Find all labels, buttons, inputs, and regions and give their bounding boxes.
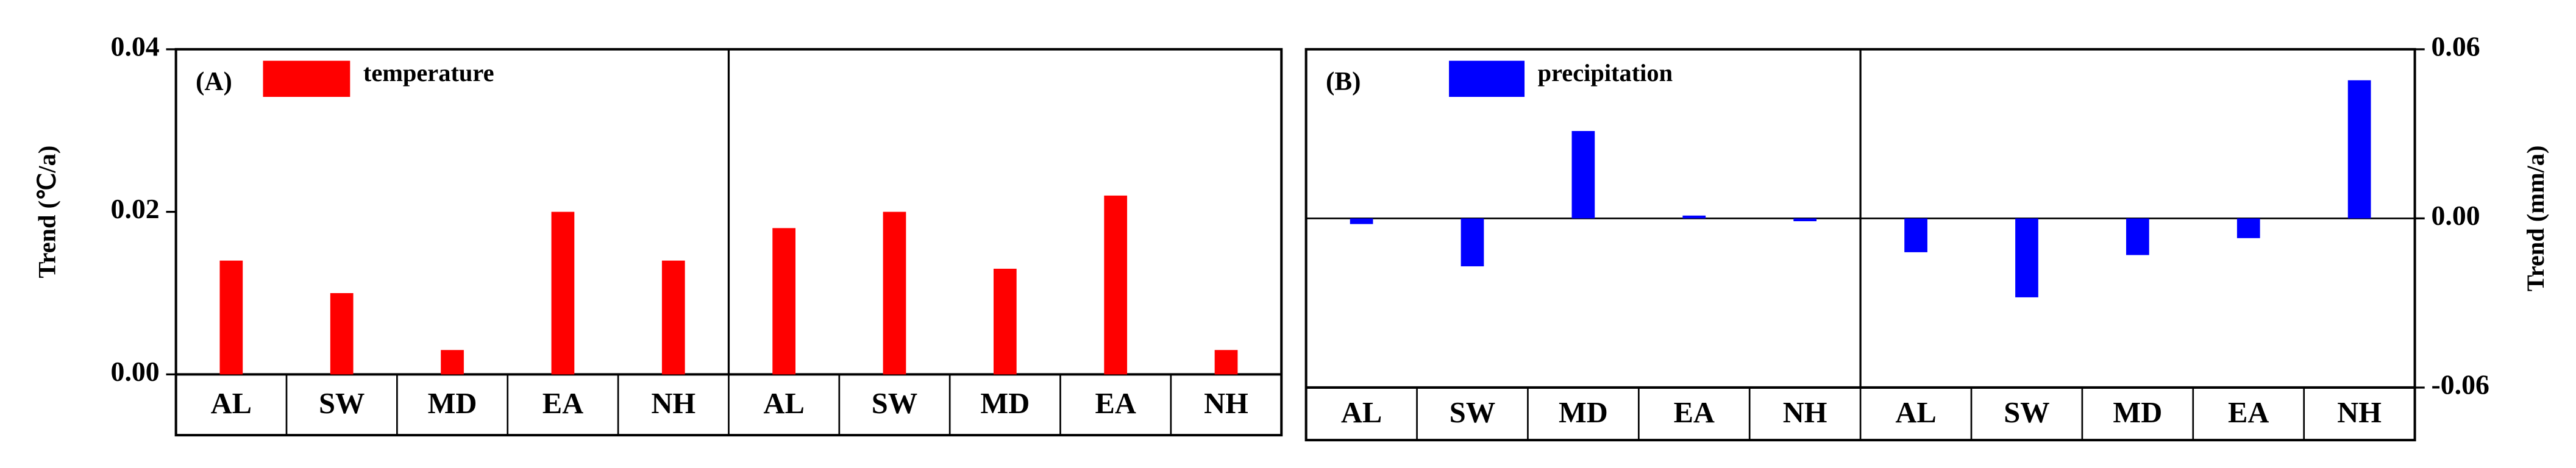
legend-label: precipitation: [1538, 59, 1673, 87]
bar: [2015, 218, 2038, 297]
x-tick-label: AL: [763, 388, 804, 420]
y-tick-label: 0.06: [2432, 30, 2480, 62]
x-tick-label: AL: [1341, 397, 1382, 429]
x-tick-label: EA: [543, 388, 583, 420]
y-tick-label: 0.02: [111, 193, 160, 224]
x-tick-label: NH: [651, 388, 696, 420]
x-tick-label: NH: [2337, 397, 2382, 429]
legend-label: temperature: [363, 59, 494, 87]
x-tick-label: AL: [211, 388, 252, 420]
bar: [2347, 80, 2371, 219]
bar: [1214, 350, 1238, 375]
bar: [330, 293, 354, 375]
legend-swatch: [1449, 60, 1525, 97]
x-tick-label: SW: [872, 388, 917, 420]
x-tick-label: NH: [1204, 388, 1248, 420]
x-tick-label: EA: [1674, 397, 1715, 429]
bar: [1461, 218, 1484, 267]
y-tick-label: 0.00: [2432, 200, 2480, 231]
bar: [1682, 215, 1706, 219]
x-tick-label: MD: [980, 388, 1030, 420]
bar: [1350, 218, 1373, 224]
x-tick-label: SW: [1450, 397, 1495, 429]
x-tick-label: MD: [428, 388, 477, 420]
x-tick-label: SW: [319, 388, 365, 420]
y-tick-label: 0.00: [111, 356, 160, 387]
x-tick-label: NH: [1783, 397, 1827, 429]
panel-label: (A): [196, 67, 232, 96]
bar: [883, 211, 906, 375]
bar: [2236, 218, 2260, 238]
x-tick-label: AL: [1895, 397, 1936, 429]
bar: [1571, 130, 1595, 219]
x-tick-label: MD: [1559, 397, 1608, 429]
x-tick-label: SW: [2004, 397, 2049, 429]
bar: [993, 268, 1017, 375]
y-tick-label: -0.06: [2432, 369, 2489, 400]
bar: [661, 260, 685, 375]
legend-swatch: [263, 60, 350, 97]
bar: [1793, 218, 1817, 222]
bar: [772, 228, 795, 375]
bar: [551, 211, 575, 375]
y-axis-label: Trend (℃/a): [33, 146, 60, 278]
bar: [219, 260, 243, 375]
x-tick-label: EA: [2228, 397, 2269, 429]
bar: [2126, 218, 2149, 255]
y-tick-label: 0.04: [111, 30, 160, 62]
bar: [441, 350, 464, 375]
y-axis-label: Trend (mm/a): [2522, 146, 2549, 292]
x-tick-label: EA: [1095, 388, 1136, 420]
bar: [1904, 218, 1927, 252]
bar: [1104, 195, 1128, 375]
panel-label: (B): [1326, 67, 1361, 96]
x-tick-label: MD: [2113, 397, 2162, 429]
